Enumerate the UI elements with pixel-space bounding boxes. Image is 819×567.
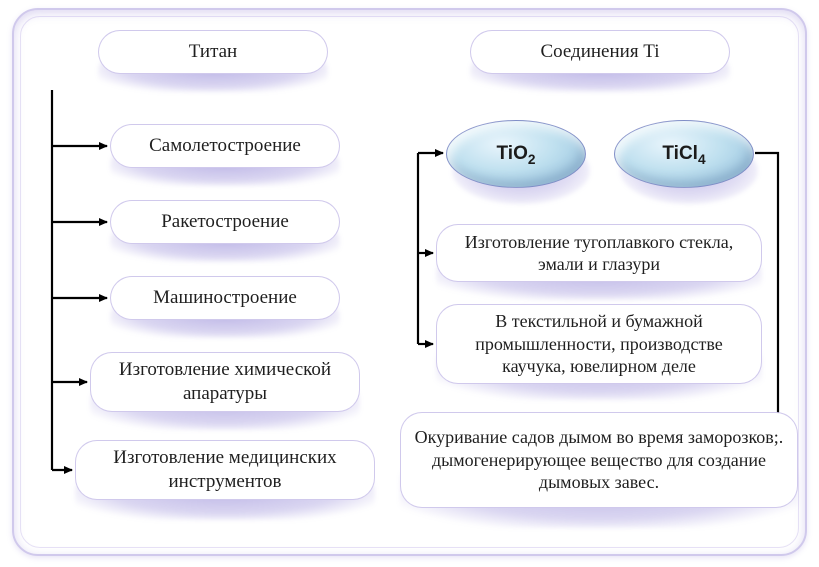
right-header-label: Соединения Ti — [483, 40, 717, 64]
left-header-label: Титан — [111, 40, 315, 64]
left-item-4: Изготовление медицинских инструментов — [75, 440, 375, 500]
ticl4-item-label: Окуривание садов дымом во время заморозк… — [413, 426, 785, 494]
left-item-0: Самолетостроение — [110, 124, 340, 168]
tio2-item-0: Изготовление тугоплавкого стекла, эмали … — [436, 224, 762, 282]
ticl4-item: Окуривание садов дымом во время заморозк… — [400, 412, 798, 508]
left-item-0-label: Самолетостроение — [123, 134, 327, 158]
oval-tio2-label: TiO2 — [497, 143, 536, 165]
left-item-4-label: Изготовление медицинских инструментов — [88, 446, 362, 494]
tio2-item-1-label: В текстильной и бумажной промышленности,… — [449, 310, 749, 378]
left-item-1-label: Ракетостроение — [123, 210, 327, 234]
tio2-item-0-label: Изготовление тугоплавкого стекла, эмали … — [449, 231, 749, 276]
left-item-3: Изготовление химической апаратуры — [90, 352, 360, 412]
left-item-1: Ракетостроение — [110, 200, 340, 244]
tio2-item-1: В текстильной и бумажной промышленности,… — [436, 304, 762, 384]
right-header: Соединения Ti — [470, 30, 730, 74]
left-item-3-label: Изготовление химической апаратуры — [103, 358, 347, 406]
oval-tio2: TiO2 — [446, 120, 586, 188]
left-item-2-label: Машиностроение — [123, 286, 327, 310]
left-header: Титан — [98, 30, 328, 74]
oval-ticl4: TiCl4 — [614, 120, 754, 188]
oval-ticl4-label: TiCl4 — [662, 143, 705, 165]
left-item-2: Машиностроение — [110, 276, 340, 320]
